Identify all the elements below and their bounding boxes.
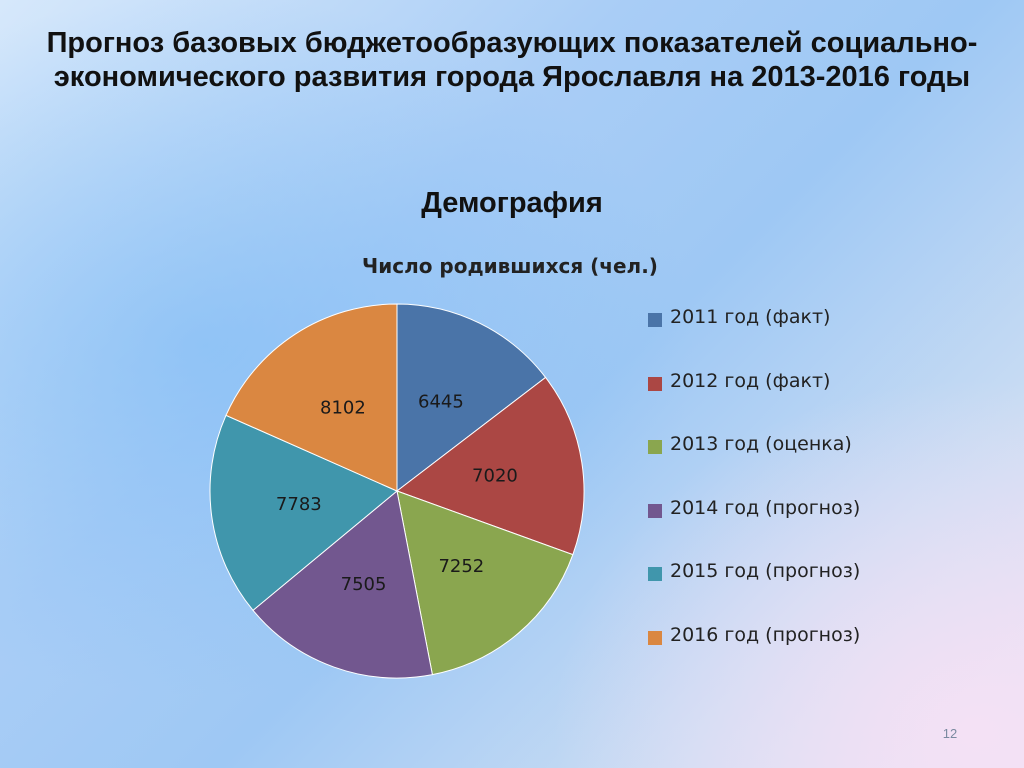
pie-slice <box>252 490 433 679</box>
legend-label: 2011 год (факт) <box>670 306 831 328</box>
legend-label: 2015 год (прогноз) <box>670 560 861 583</box>
slide-number: 12 <box>942 726 958 741</box>
legend-swatch <box>648 313 662 327</box>
pie-slice <box>209 414 398 612</box>
legend-item-2012: 2012 год (факт) <box>648 370 860 434</box>
data-label: 8102 <box>320 397 366 418</box>
legend-swatch <box>648 376 662 391</box>
legend-item-2014: 2014 год (прогноз) <box>648 497 860 561</box>
legend-label: 2013 год (оценка) <box>670 433 852 456</box>
legend-label: 2016 год (прогноз) <box>670 623 861 646</box>
legend-item-2016: 2016 год (прогноз) <box>648 624 860 688</box>
pie-slice <box>396 490 574 676</box>
legend-label: 2014 год (прогноз) <box>670 496 861 519</box>
legend-label: 2012 год (факт) <box>670 369 831 392</box>
chart-legend: 2011 год (факт) 2012 год (факт) 2013 год… <box>648 306 860 688</box>
chart-title: Число родившихся (чел.) <box>362 254 658 278</box>
data-label: 7020 <box>472 465 518 486</box>
legend-item-2013: 2013 год (оценка) <box>648 433 860 497</box>
legend-item-2011: 2011 год (факт) <box>648 306 860 370</box>
pie-slice <box>396 303 547 493</box>
slide-title: Прогноз базовых бюджетообразующих показа… <box>46 27 978 93</box>
data-label: 7783 <box>276 494 322 515</box>
data-label: 7505 <box>341 574 387 595</box>
legend-swatch <box>648 630 662 645</box>
legend-swatch <box>648 567 662 582</box>
legend-swatch <box>648 503 662 518</box>
pie-slice <box>225 303 398 492</box>
legend-item-2015: 2015 год (прогноз) <box>648 560 860 624</box>
data-label: 7252 <box>438 556 484 577</box>
data-label: 6445 <box>418 392 464 413</box>
slide-subtitle: Демография <box>421 187 603 219</box>
legend-swatch <box>648 440 662 455</box>
pie-slice <box>395 376 585 556</box>
